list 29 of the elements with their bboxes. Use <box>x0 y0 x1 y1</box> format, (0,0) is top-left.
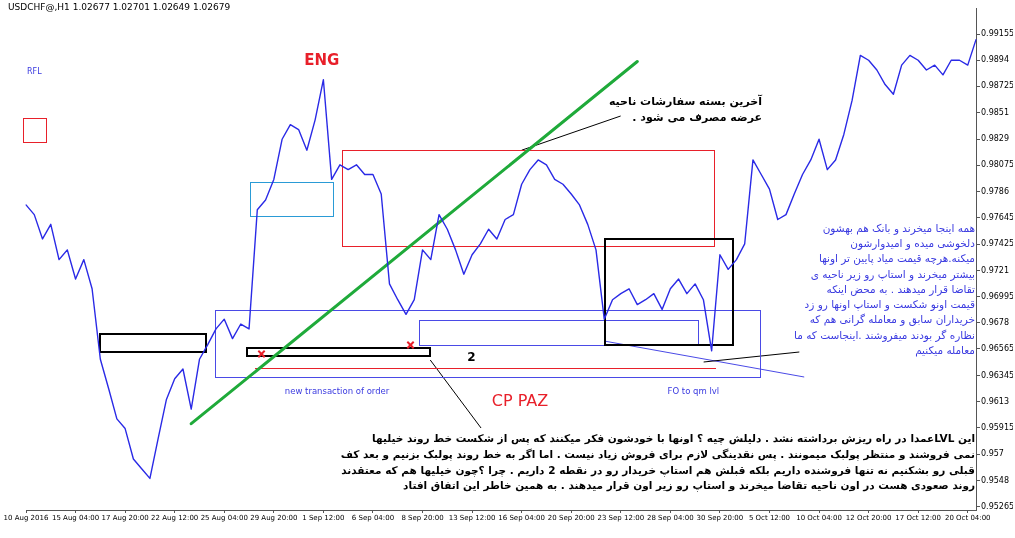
annotation: CP PAZ <box>491 390 549 412</box>
y-tick-label: 0.96565 <box>981 344 1015 354</box>
y-tick-label: 0.9678 <box>981 317 1009 327</box>
y-tick-label: 0.9721 <box>981 265 1009 275</box>
text: همه اینجا میخرند و بانک هم بهشون دلخوشی میده و امیدوارشون میکنه.هرچه قیمت میاد پایین تر اونها بیشتر میخرند و استاپ رو زیر ناحیه ی تقاضا قرار میدهند . به محض اینکه قیمت اونو شکست و استاپ اونها رو زد خریداران سابق و معامله گرانی هم که نظاره گر بودند میفروشند .اینجاست که ما معامله میکنیم <box>794 222 975 356</box>
annotation: 2 <box>467 349 476 366</box>
annotation: این LVLعمدا در راه ریزش برداشته نشد . دلیلش چیه ؟ اونها با خودشون فکر میکنند که پس از شکست خط روند خیلیها نمی فروشند و منتظر پولبک میمونند . پس نقدینگی لازم برای فروش زیاد نیست . اما اگر به خط روند پولبک بزنیم و بعد کف قبلی رو بشکنیم نه تنها فروشنده داریم بلکه قبلش هم استاپ خریدار رو در نقطه 2 داریم . چرا ؟چون خیلیها هم که معتقدند روند صعودی هست در اون ناحیه تقاضا میخرند و استاپ رو زیر اون قرار میدهند . به همین خاطر این اتفاق افتاد <box>340 431 975 494</box>
y-tick-label: 0.96995 <box>981 291 1015 301</box>
annotation: FO to qm lvl <box>667 385 720 398</box>
y-tick-label: 0.97425 <box>981 239 1015 249</box>
annotation: new transaction of order <box>284 385 390 398</box>
y-tick-label: 0.9786 <box>981 186 1009 196</box>
y-tick-label: 0.99155 <box>981 29 1015 39</box>
y-tick-label: 0.98075 <box>981 160 1015 170</box>
y-tick-label: 0.9851 <box>981 107 1009 117</box>
y-tick-label: 0.96345 <box>981 370 1015 380</box>
y-tick-label: 0.957 <box>981 449 1004 459</box>
y-tick-label: 0.9613 <box>981 396 1009 406</box>
annotation: آخرین بسته سفارشات ناحیه عرضه مصرف می شود . <box>608 94 762 126</box>
y-tick-label: 0.95265 <box>981 502 1015 512</box>
y-tick-label: 0.9548 <box>981 475 1009 485</box>
y-tick-label: 0.98725 <box>981 81 1015 91</box>
y-tick-label: 0.9894 <box>981 55 1009 65</box>
annotation: RFL <box>27 66 42 78</box>
chart-title: USDCHF@,H1 1.02677 1.02701 1.02649 1.02679 <box>8 2 231 12</box>
y-tick-label: 0.97645 <box>981 212 1015 222</box>
y-tick-label: 0.95915 <box>981 423 1015 433</box>
y-tick-label: 0.9829 <box>981 134 1009 144</box>
annotation: ENG <box>304 50 340 71</box>
